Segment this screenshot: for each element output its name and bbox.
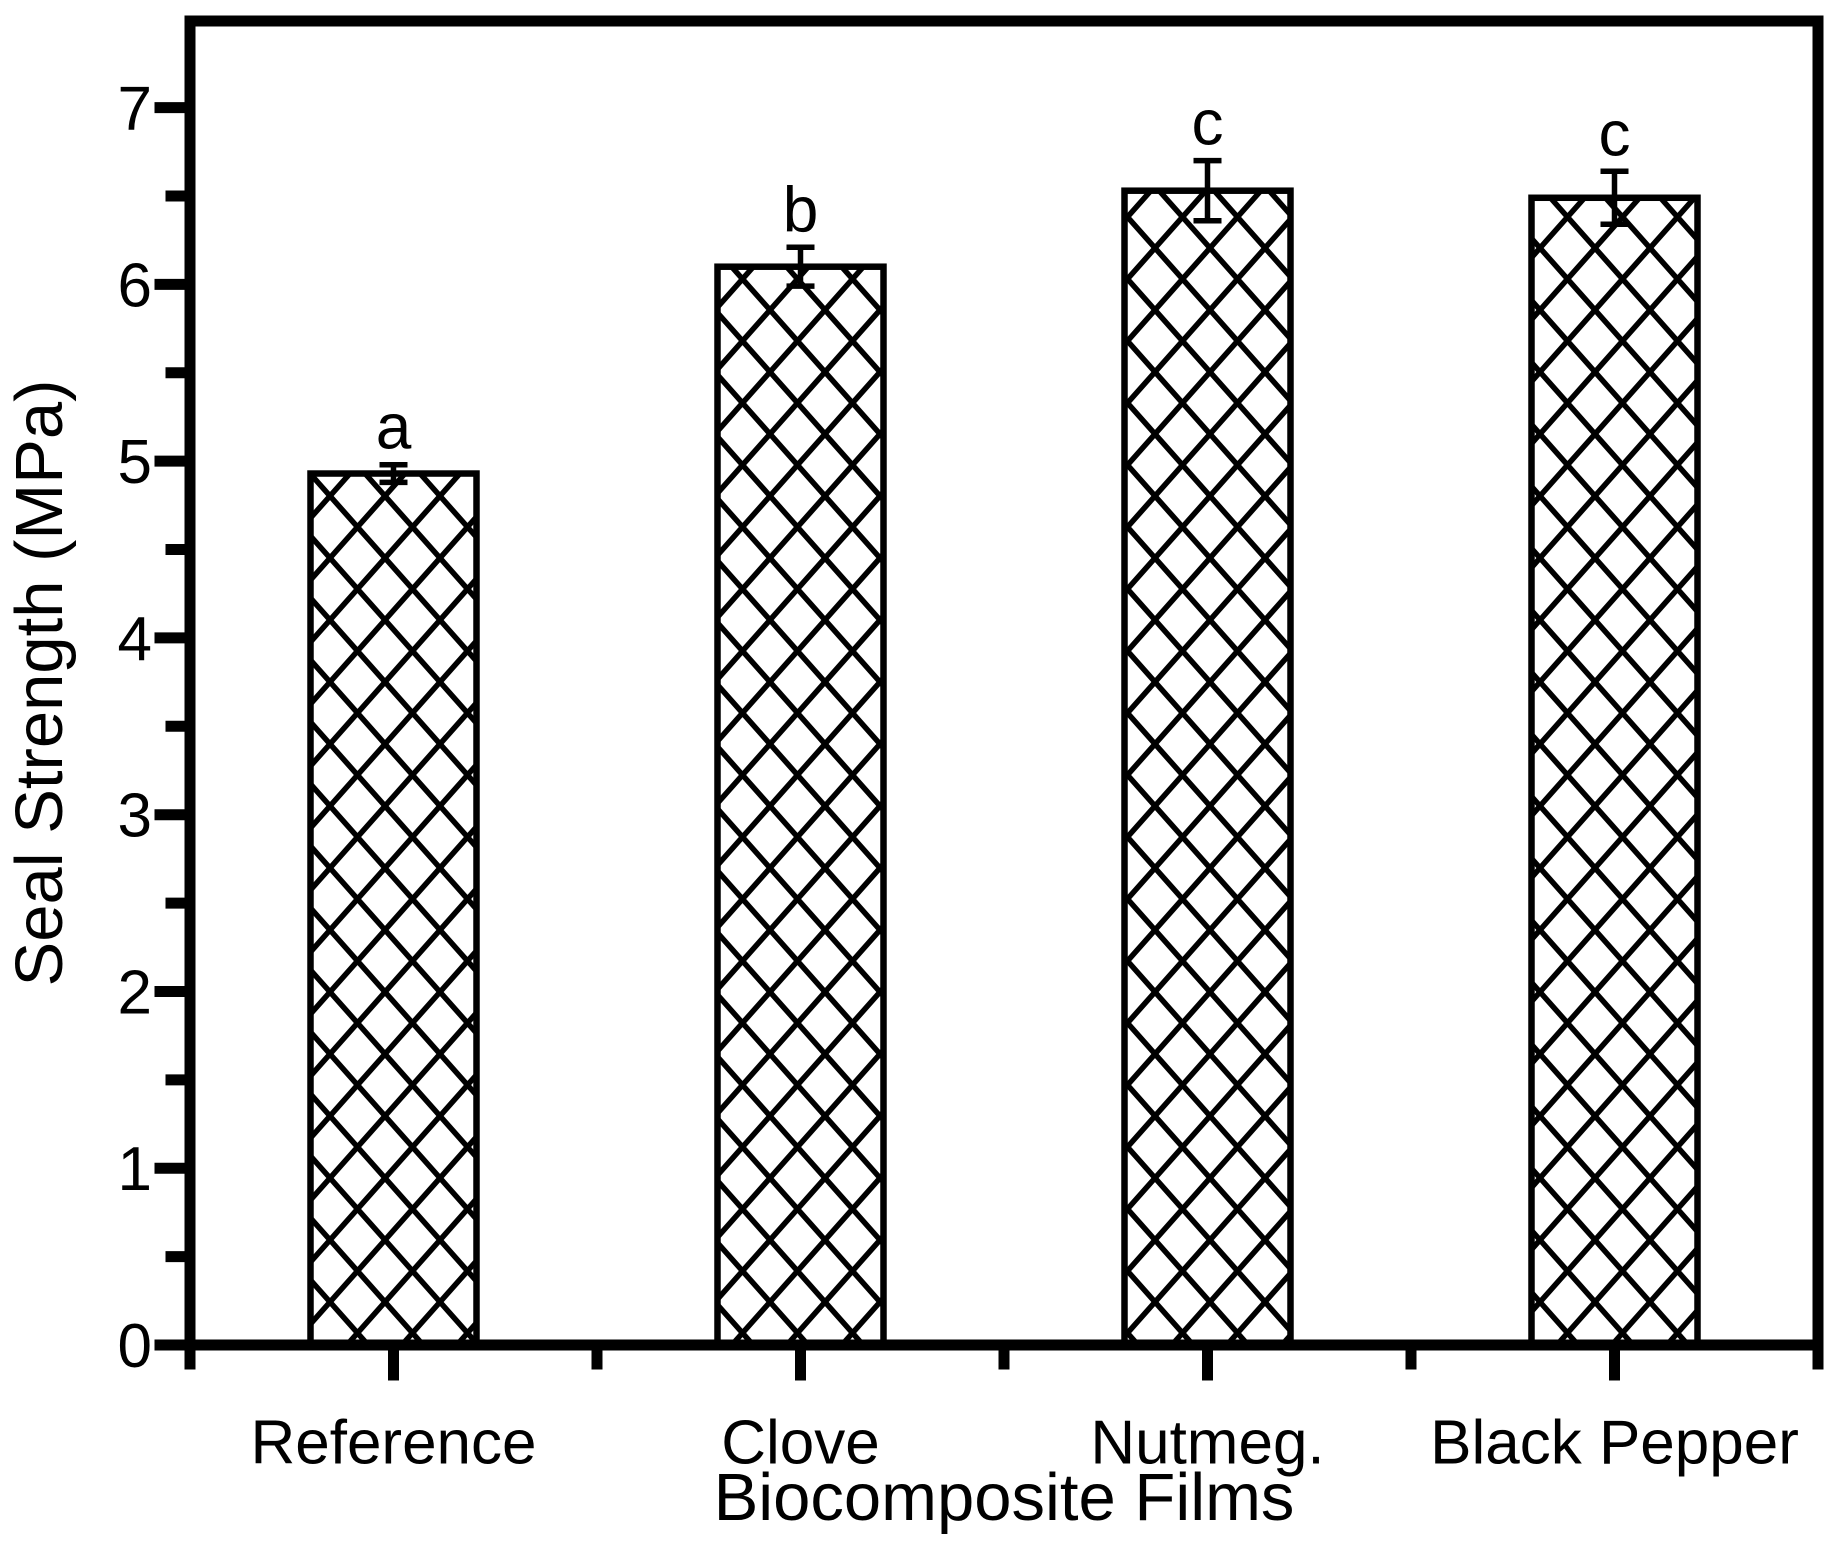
y-tick-label: 0 — [118, 1312, 152, 1381]
bars-layer — [307, 157, 1701, 1349]
bar — [714, 263, 887, 1349]
bar-group-reference — [307, 461, 480, 1349]
x-axis-title: Biocomposite Films — [714, 1460, 1295, 1535]
x-category-label: Reference — [250, 1409, 536, 1478]
significance-letter: c — [1599, 97, 1631, 169]
bar-group-black-pepper — [1528, 168, 1701, 1349]
y-tick-label: 6 — [118, 251, 152, 320]
bar-group-nutmeg- — [1121, 157, 1294, 1349]
bar-group-clove — [714, 244, 887, 1349]
bar — [307, 470, 480, 1349]
x-category-label: Clove — [721, 1409, 880, 1478]
y-axis-title: Seal Strength (MPa) — [2, 380, 77, 987]
y-tick-label: 5 — [118, 428, 152, 497]
bar — [1121, 187, 1294, 1349]
y-tick-label: 3 — [118, 782, 152, 851]
y-tick-label: 7 — [118, 75, 152, 144]
x-category-label: Black Pepper — [1430, 1409, 1799, 1478]
x-category-label: Nutmeg. — [1090, 1409, 1324, 1478]
y-tick-label: 1 — [118, 1135, 152, 1204]
significance-letter: a — [376, 391, 412, 463]
bar — [1528, 194, 1701, 1349]
significance-letter: c — [1192, 87, 1224, 159]
y-tick-label: 4 — [118, 605, 152, 674]
significance-letter: b — [783, 173, 819, 245]
tick-labels-layer: 0 1 2 3 4 5 6 7 Reference Clove Nutmeg. Black Peppe… — [118, 75, 1799, 1478]
significance-letters-layer: a b c c — [376, 87, 1631, 463]
y-tick-label: 2 — [118, 958, 152, 1027]
axes-layer — [154, 15, 1824, 1381]
